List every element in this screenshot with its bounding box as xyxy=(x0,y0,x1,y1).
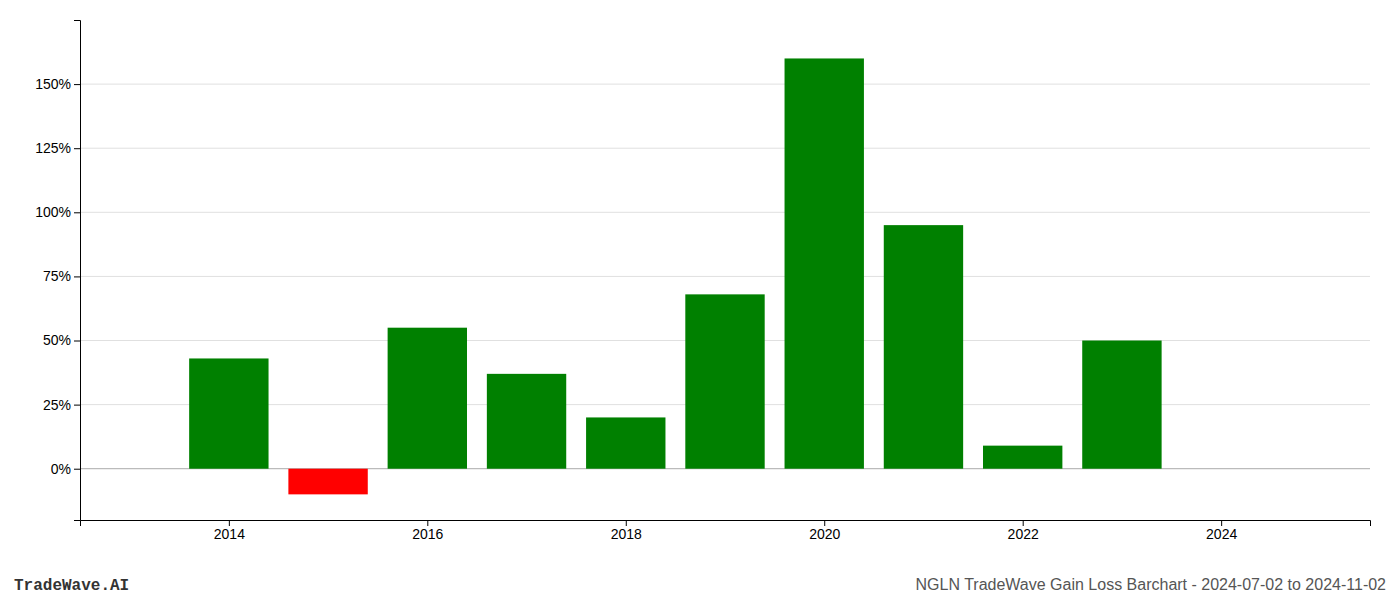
bar xyxy=(189,358,268,468)
x-tick: 2022 xyxy=(1008,520,1039,542)
bar xyxy=(586,417,665,468)
grid-line xyxy=(80,212,1370,213)
x-axis: 2014 2016 2018 2020 2022 2024 xyxy=(81,520,1371,542)
y-tick-label: 150% xyxy=(35,76,71,92)
x-axis-line xyxy=(81,521,1371,527)
x-tick-label: 2014 xyxy=(214,526,245,542)
y-tick: 150% xyxy=(35,76,80,92)
bar xyxy=(388,328,467,469)
bar xyxy=(685,294,764,468)
y-tick-label: 100% xyxy=(35,204,71,220)
chart: 0%25%50%75%100%125%150%20142016201820202… xyxy=(0,0,1400,600)
grid-line xyxy=(80,276,1370,277)
y-axis-line xyxy=(74,21,81,521)
y-tick-mark xyxy=(74,469,80,470)
bar xyxy=(487,374,566,469)
y-tick: 25% xyxy=(43,397,80,413)
y-tick-mark xyxy=(74,148,80,149)
grid-line xyxy=(80,84,1370,85)
bar xyxy=(288,469,367,495)
plot: 0%25%50%75%100%125%150%20142016201820202… xyxy=(35,21,1370,542)
y-tick-label: 0% xyxy=(51,461,71,477)
bar xyxy=(983,446,1062,469)
x-tick-label: 2020 xyxy=(809,526,840,542)
grid xyxy=(80,84,1370,469)
x-tick-label: 2022 xyxy=(1008,526,1039,542)
x-tick: 2018 xyxy=(611,520,642,542)
x-tick-label: 2016 xyxy=(412,526,443,542)
y-tick-label: 25% xyxy=(43,397,71,413)
footer-right: NGLN TradeWave Gain Loss Barchart - 2024… xyxy=(916,576,1387,593)
y-tick: 0% xyxy=(51,461,80,477)
y-tick-label: 125% xyxy=(35,140,71,156)
grid-line xyxy=(80,148,1370,149)
bar xyxy=(884,225,963,469)
footer-left: TradeWave.AI xyxy=(14,577,129,595)
y-tick: 125% xyxy=(35,140,80,156)
bar xyxy=(1082,341,1161,469)
y-tick-mark xyxy=(74,84,80,85)
bar xyxy=(785,58,864,468)
y-tick: 100% xyxy=(35,204,80,220)
y-tick-mark xyxy=(74,212,80,213)
x-tick-label: 2024 xyxy=(1206,526,1237,542)
x-tick: 2016 xyxy=(412,520,443,542)
y-axis: 0% 25% 50% 75% 100% 125% 150% xyxy=(35,21,80,521)
x-tick: 2020 xyxy=(809,520,840,542)
y-tick-mark xyxy=(74,341,80,342)
y-tick-label: 75% xyxy=(43,268,71,284)
y-tick-label: 50% xyxy=(43,332,71,348)
y-tick-mark xyxy=(74,405,80,406)
y-tick: 50% xyxy=(43,332,80,348)
x-tick: 2024 xyxy=(1206,520,1237,542)
x-tick-label: 2018 xyxy=(611,526,642,542)
y-tick: 75% xyxy=(43,268,80,284)
bars xyxy=(189,58,1161,494)
x-tick: 2014 xyxy=(214,520,245,542)
y-tick-mark xyxy=(74,276,80,277)
